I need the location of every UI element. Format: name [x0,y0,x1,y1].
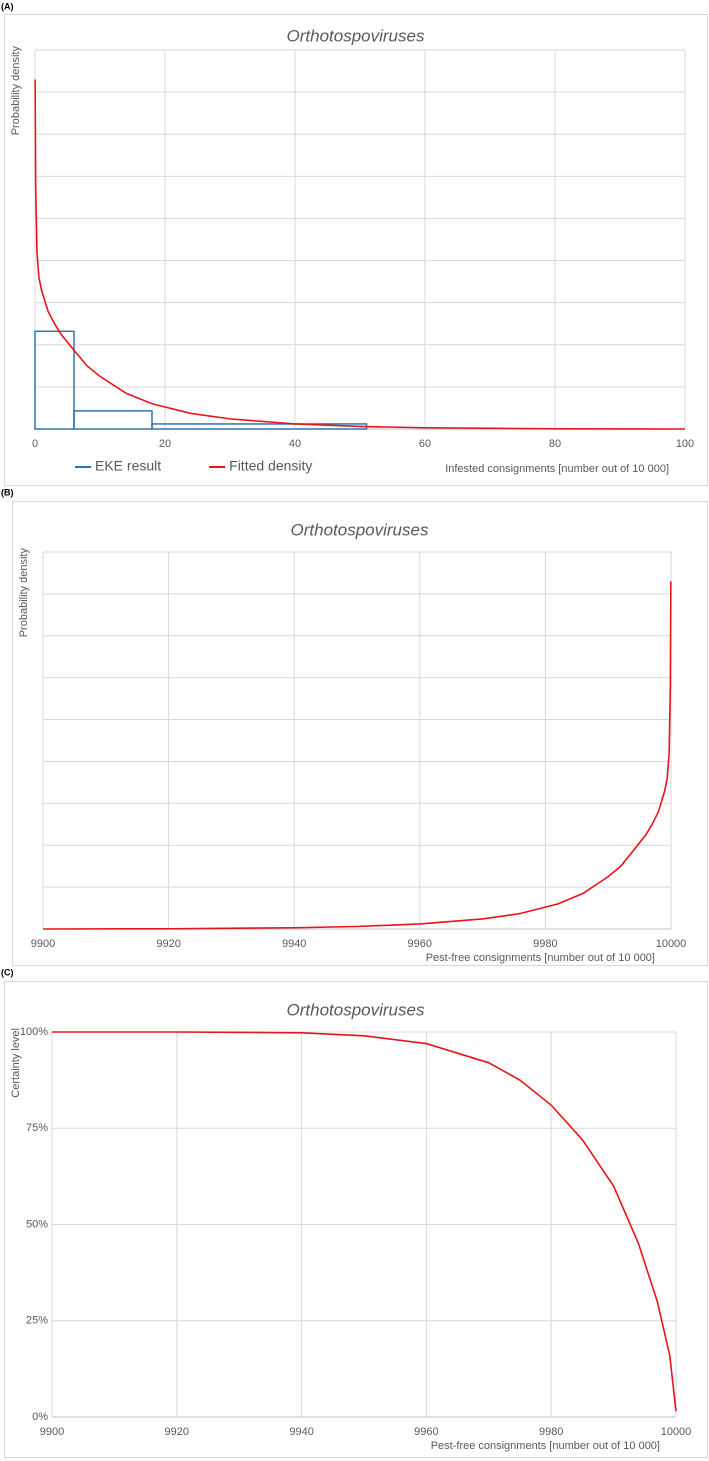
x-axis-title: Pest-free consignments [number out of 10… [431,1440,660,1452]
y-tick-label: 75% [26,1122,48,1134]
x-tick-label: 10000 [661,1426,692,1438]
x-tick-label: 0 [32,438,38,450]
panel-label: (C) [1,967,14,977]
legend-label: EKE result [95,458,161,474]
y-tick-label: 25% [26,1315,48,1327]
x-tick-label: 9940 [282,938,306,950]
x-tick-label: 10000 [656,938,687,950]
y-axis-title: Probability density [10,46,22,136]
x-axis-title: Infested consignments [number out of 10 … [445,463,669,475]
x-axis-title: Pest-free consignments [number out of 10… [426,952,655,964]
y-tick-label: 50% [26,1218,48,1230]
x-tick-label: 9960 [414,1426,438,1438]
x-tick-label: 9960 [408,938,432,950]
x-tick-label: 100 [676,438,694,450]
y-tick-label: 100% [20,1026,48,1038]
x-tick-label: 9980 [539,1426,563,1438]
x-tick-label: 40 [289,438,301,450]
line-series [42,581,672,930]
panel-label: (B) [1,487,14,497]
histogram-bar [73,410,153,430]
x-tick-label: 9940 [289,1426,313,1438]
x-tick-label: 9900 [31,938,55,950]
chart-title: Orthotospoviruses [287,1000,425,1019]
line-series [52,1031,677,1412]
y-axis-title: Certainty level [10,1028,22,1098]
x-tick-label: 60 [419,438,431,450]
histogram-bar [34,330,75,430]
panel-frame [4,981,708,1458]
y-axis-title: Probability density [18,548,30,638]
chart-title: Orthotospoviruses [291,520,429,539]
panel-frame [4,14,708,486]
y-tick-label: 0% [32,1411,48,1423]
x-tick-label: 9920 [165,1426,189,1438]
chart-title: Orthotospoviruses [287,26,425,45]
x-tick-label: 80 [549,438,561,450]
panel-label: (A) [1,1,14,11]
x-tick-label: 9980 [533,938,557,950]
panel-frame [12,501,708,966]
x-tick-label: 9920 [156,938,180,950]
line-series [34,79,686,430]
legend-label: Fitted density [229,458,312,474]
x-tick-label: 9900 [40,1426,64,1438]
x-tick-label: 20 [159,438,171,450]
